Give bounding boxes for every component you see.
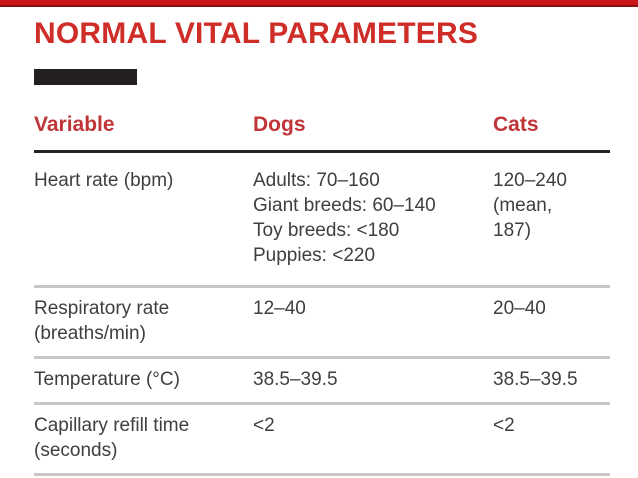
page-content: NORMAL VITAL PARAMETERS Variable Dogs Ca…	[0, 17, 638, 476]
cell-variable: Temperature (°C)	[34, 357, 253, 405]
page-title: NORMAL VITAL PARAMETERS	[34, 17, 479, 50]
cell-line: Giant breeds: 60–140	[253, 195, 436, 216]
column-header-variable: Variable	[34, 105, 253, 153]
table-row-heart-rate: Heart rate (bpm) Adults: 70–160 Giant br…	[34, 151, 610, 288]
cell-line: 120–240	[493, 170, 567, 191]
cell-cats: 120–240 (mean, 187)	[493, 151, 610, 288]
table-row-respiratory-rate: Respiratory rate (breaths/min) 12–40 20–…	[34, 286, 610, 359]
cell-line: Adults: 70–160	[253, 170, 380, 191]
table-header-row: Variable Dogs Cats	[34, 105, 610, 153]
cell-line: 187)	[493, 220, 532, 241]
cell-cats: 38.5–39.5	[493, 357, 610, 405]
cell-cats: 20–40	[493, 286, 610, 359]
cell-line: Puppies: <220	[253, 245, 376, 266]
highlight-mark	[34, 69, 137, 85]
cell-line: (mean,	[493, 195, 553, 216]
top-red-bar	[0, 0, 638, 7]
cell-variable: Capillary refill time (seconds)	[34, 403, 253, 476]
column-header-dogs: Dogs	[253, 105, 493, 153]
cell-dogs: Adults: 70–160 Giant breeds: 60–140 Toy …	[253, 151, 493, 288]
column-header-cats: Cats	[493, 105, 610, 153]
cell-cats: <2	[493, 403, 610, 476]
cell-dogs: 12–40	[253, 286, 493, 359]
cell-variable: Respiratory rate (breaths/min)	[34, 286, 253, 359]
cell-variable: Heart rate (bpm)	[34, 151, 253, 288]
cell-dogs: <2	[253, 403, 493, 476]
table-row-capillary-refill: Capillary refill time (seconds) <2 <2	[34, 403, 610, 476]
cell-dogs: 38.5–39.5	[253, 357, 493, 405]
vitals-table: Variable Dogs Cats Heart rate (bpm) Adul…	[34, 105, 610, 476]
table-row-temperature: Temperature (°C) 38.5–39.5 38.5–39.5	[34, 357, 610, 405]
cell-line: Toy breeds: <180	[253, 220, 400, 241]
